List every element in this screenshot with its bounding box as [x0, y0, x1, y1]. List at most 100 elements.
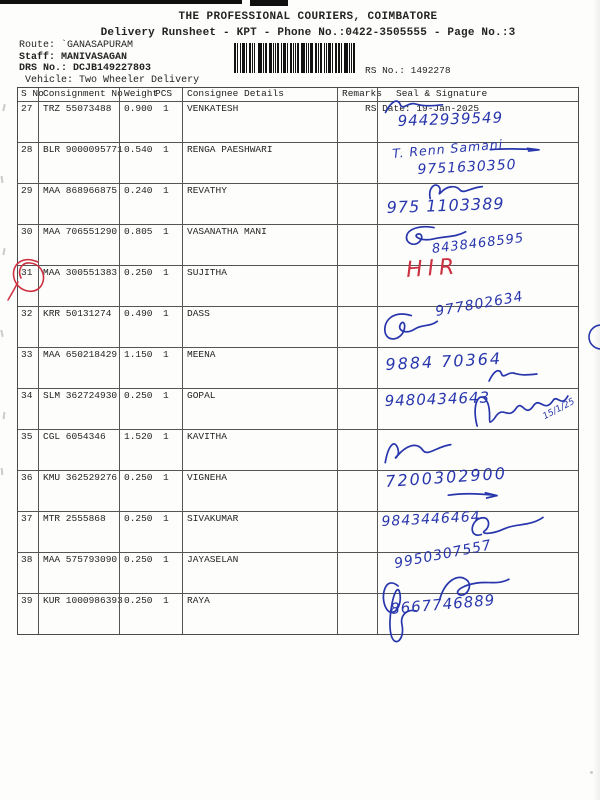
signature-scribble-icon	[383, 96, 445, 118]
table-row: 32 KRR 50131274 0.490 1 DASS	[18, 306, 578, 347]
staff-line: Staff: MANIVASAGAN	[19, 51, 128, 63]
cell-seal-signature	[377, 307, 576, 347]
cell-remarks	[337, 594, 377, 634]
cell-consignee: RAYA	[182, 594, 337, 634]
cell-consignee: DASS	[182, 307, 337, 347]
cell-weight-pcs: 1.150 1	[119, 348, 182, 388]
signature-scribble-icon	[424, 180, 486, 202]
cell-sno: 38	[21, 554, 33, 565]
cell-weight-pcs: 0.240 1	[119, 184, 182, 224]
cell-consignment: KUR 1000986393	[38, 594, 123, 634]
table-row: 31 MAA 300551383 0.250 1 SUJITHA	[18, 265, 578, 306]
cell-weight-pcs: 0.250 1	[119, 512, 182, 552]
table-row: 33 MAA 650218429 1.150 1 MEENA	[18, 347, 578, 388]
scan-artifact-strip	[0, 0, 242, 4]
red-pen-mark: HIR	[405, 254, 461, 283]
cell-sno: 32	[21, 308, 33, 319]
barcode	[234, 43, 355, 73]
cell-remarks	[337, 512, 377, 552]
table-row: 30 MAA 706551290 0.805 1 VASANATHA MANI	[18, 224, 578, 265]
cell-weight-pcs: 0.490 1	[119, 307, 182, 347]
cell-weight-pcs: 0.250 1	[119, 389, 182, 429]
table-row: 27 TRZ 55073488 0.900 1 VENKATESH	[18, 101, 578, 142]
cell-consignment: MAA 650218429	[38, 348, 119, 388]
cell-weight-pcs: 0.900 1	[119, 102, 182, 142]
drs-line: DRS No.: DCJB149227803	[19, 63, 152, 75]
cell-seal-signature	[377, 102, 576, 142]
cell-remarks	[337, 471, 377, 511]
cell-remarks	[337, 307, 377, 347]
cell-consignment: CGL 6054346	[38, 430, 119, 470]
cell-remarks	[337, 184, 377, 224]
signature-scribble-icon	[379, 308, 441, 346]
cell-sno: 37	[21, 513, 33, 524]
cell-consignee: MEENA	[182, 348, 337, 388]
cell-consignment: BLR 9000095771	[38, 143, 123, 183]
col-header-sno: S No	[21, 88, 44, 99]
signature-scribble-icon	[462, 506, 550, 544]
cell-sno: 30	[21, 226, 33, 237]
cell-weight-pcs: 0.540 1	[119, 143, 182, 183]
rs-date-line: RS Date: 19-Jan-2025	[365, 102, 480, 114]
cell-sno: 31	[21, 267, 33, 278]
col-header-remarks: Remarks	[337, 88, 382, 101]
table-row: 37 MTR 2555868 0.250 1 SIVAKUMAR	[18, 511, 578, 552]
signature-scribble-icon	[428, 566, 514, 604]
cell-remarks	[337, 430, 377, 470]
signature-scribble-icon	[377, 572, 443, 628]
cell-seal-signature	[377, 430, 576, 470]
pencil-mark	[0, 175, 3, 184]
route-line: Route: `GANASAPURAM	[19, 40, 134, 51]
cell-remarks	[337, 266, 377, 306]
pencil-mark	[2, 103, 6, 112]
table-row: 36 KMU 362529276 0.250 1 VIGNEHA	[18, 470, 578, 511]
rs-no-line: RS No.: 1492278	[365, 65, 451, 76]
cell-sno: 29	[21, 185, 33, 196]
cell-weight-pcs: 1.520 1	[119, 430, 182, 470]
cell-consignee: GOPAL	[182, 389, 337, 429]
cell-seal-signature	[377, 184, 576, 224]
cell-consignee: VENKATESH	[182, 102, 337, 142]
pencil-mark	[0, 467, 3, 476]
cell-consignee: SUJITHA	[182, 266, 337, 306]
cell-remarks	[337, 389, 377, 429]
pencil-mark	[2, 411, 5, 420]
cell-weight-pcs: 0.250 1	[119, 553, 182, 593]
scan-speck	[590, 771, 593, 774]
signature-scribble-icon	[398, 222, 470, 250]
cell-consignment: SLM 362724930	[38, 389, 119, 429]
signature-scribble-icon	[487, 366, 539, 386]
cell-sno: 36	[21, 472, 33, 483]
cell-seal-signature	[377, 553, 576, 593]
cell-weight-pcs: 0.250 1	[119, 471, 182, 511]
cell-consignment: MAA 575793090	[38, 553, 119, 593]
pencil-mark	[0, 329, 4, 338]
cell-weight-pcs: 0.805 1	[119, 225, 182, 265]
cell-sno: 34	[21, 390, 33, 401]
cell-remarks	[337, 348, 377, 388]
col-header-consignment: Consignment No	[38, 88, 123, 101]
cell-remarks	[337, 553, 377, 593]
cell-seal-signature	[377, 389, 576, 429]
cell-consignee: REVATHY	[182, 184, 337, 224]
cell-consignment: TRZ 55073488	[38, 102, 119, 142]
pencil-mark	[2, 247, 6, 256]
cell-consignee: VASANATHA MANI	[182, 225, 337, 265]
table-row: 39 KUR 1000986393 0.250 1 RAYA	[18, 593, 578, 634]
cell-seal-signature	[377, 512, 576, 552]
cell-consignee: VIGNEHA	[182, 471, 337, 511]
cell-consignment: MAA 300551383	[38, 266, 119, 306]
cell-sno: 33	[21, 349, 33, 360]
runsheet-table: S No Consignment No WeightPCS Consignee …	[17, 87, 579, 635]
col-header-consignee: Consignee Details	[182, 88, 337, 101]
table-row: 34 SLM 362724930 0.250 1 GOPAL	[18, 388, 578, 429]
cell-consignee: JAYASELAN	[182, 553, 337, 593]
cell-consignment: MTR 2555868	[38, 512, 119, 552]
table-row: 29 MAA 868966875 0.240 1 REVATHY	[18, 183, 578, 224]
table-header-row: S No Consignment No WeightPCS Consignee …	[18, 88, 578, 101]
cell-sno: 27	[21, 103, 33, 114]
meta-right-block: RS No.: 1492278 RS Date: 19-Jan-2025	[365, 40, 479, 140]
cell-sno: 39	[21, 595, 33, 606]
cell-remarks	[337, 102, 377, 142]
